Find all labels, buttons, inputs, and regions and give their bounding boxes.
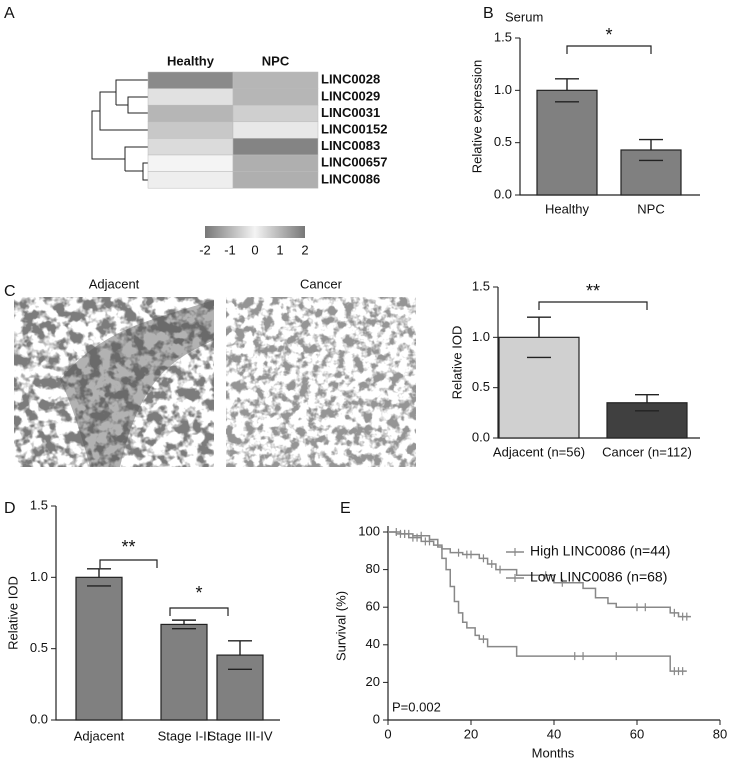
row-label: LINC0031 <box>321 105 380 120</box>
heatmap-cell <box>232 104 319 123</box>
x-tick-label: 0 <box>384 726 391 741</box>
bar <box>75 576 123 721</box>
heatmap-cell <box>147 171 234 189</box>
y-tick-label: 60 <box>366 599 380 614</box>
y-tick-label: 1.0 <box>494 82 512 97</box>
heatmap-cell <box>147 88 234 106</box>
x-tick-label: Healthy <box>545 201 590 216</box>
y-tick-label: 1.5 <box>472 278 490 293</box>
p-value: P=0.002 <box>392 699 441 714</box>
heatmap-cell <box>232 71 319 89</box>
row-label: LINC00152 <box>321 122 387 137</box>
significance-bracket <box>99 559 158 568</box>
significance-bracket <box>566 45 652 54</box>
x-tick-label: Adjacent <box>74 728 125 743</box>
image-title: Adjacent <box>89 276 140 291</box>
significance-label: * <box>195 583 202 603</box>
significance-bracket <box>169 607 229 616</box>
heatmap-cell <box>147 154 234 172</box>
tissue-image <box>14 297 214 467</box>
x-tick-label: 60 <box>630 726 644 741</box>
tissue-image <box>226 297 416 467</box>
row-label: LINC0086 <box>321 171 380 186</box>
y-tick-label: 0.5 <box>30 640 48 655</box>
row-label: LINC00657 <box>321 155 387 170</box>
colorbar-tick-label: -1 <box>224 242 236 257</box>
bar <box>216 654 264 721</box>
x-tick-label: 80 <box>713 726 727 741</box>
bar <box>536 89 598 196</box>
heatmap-cell <box>147 71 234 89</box>
panel-letter: A <box>4 5 15 22</box>
panel-letter: E <box>340 500 351 517</box>
tissue-stain <box>60 300 214 467</box>
bar <box>498 336 580 439</box>
x-tick-label: Stage III-IV <box>207 728 272 743</box>
y-tick-label: 1.5 <box>494 29 512 44</box>
column-label: NPC <box>262 53 290 68</box>
significance-label: * <box>605 25 612 45</box>
colorbar-tick-label: -2 <box>199 242 211 257</box>
survival-curve <box>388 531 687 672</box>
bar <box>620 149 682 196</box>
x-tick-label: Cancer (n=112) <box>602 444 692 459</box>
y-tick-label: 0.5 <box>472 379 490 394</box>
y-tick-label: 80 <box>366 561 380 576</box>
significance-bracket <box>538 301 648 310</box>
y-tick-label: 0.5 <box>494 134 512 149</box>
image-title: Cancer <box>300 276 343 291</box>
heatmap-cell <box>232 88 319 106</box>
heatmap-cell <box>147 138 234 156</box>
colorbar-tick-label: 0 <box>251 242 258 257</box>
y-tick-label: 100 <box>358 523 380 538</box>
x-tick-label: NPC <box>637 201 664 216</box>
x-tick-label: 40 <box>547 726 561 741</box>
colorbar-tick-label: 2 <box>301 242 308 257</box>
heatmap-cell <box>232 138 319 156</box>
y-tick-label: 0 <box>373 711 380 726</box>
significance-label: ** <box>586 281 600 301</box>
x-axis-label: Months <box>532 745 575 760</box>
heatmap-cell <box>147 121 234 139</box>
x-tick-label: Stage I-II <box>158 728 211 743</box>
y-axis-label: Survival (%) <box>333 591 348 661</box>
column-label: Healthy <box>167 53 215 68</box>
row-label: LINC0083 <box>321 138 380 153</box>
legend-label: Low LINC0086 (n=68) <box>530 569 667 585</box>
dendrogram <box>91 79 148 181</box>
y-tick-label: 20 <box>366 674 380 689</box>
significance-label: ** <box>121 537 135 557</box>
bar <box>606 402 688 439</box>
bar <box>160 623 208 721</box>
chart-title: Serum <box>505 9 543 24</box>
y-tick-label: 0.0 <box>494 186 512 201</box>
y-tick-label: 0.0 <box>472 429 490 444</box>
y-axis-label: Relative IOD <box>449 326 464 400</box>
tissue-images: Adjacent Cancer C <box>4 276 416 467</box>
row-label: LINC0029 <box>321 88 380 103</box>
panel-letter: D <box>4 500 16 517</box>
heatmap-cell <box>232 171 319 189</box>
heatmap-cell <box>232 154 319 172</box>
y-tick-label: 0.0 <box>30 711 48 726</box>
row-label: LINC0028 <box>321 72 380 87</box>
y-tick-label: 1.0 <box>30 569 48 584</box>
y-axis-label: Relative IOD <box>5 576 20 650</box>
y-tick-label: 1.5 <box>30 497 48 512</box>
panel-letter: B <box>483 5 494 22</box>
heatmap-cell <box>147 104 234 123</box>
colorbar <box>205 226 305 238</box>
y-tick-label: 1.0 <box>472 329 490 344</box>
x-tick-label: Adjacent (n=56) <box>493 444 585 459</box>
colorbar-tick-label: 1 <box>276 242 283 257</box>
legend-label: High LINC0086 (n=44) <box>530 543 670 559</box>
y-axis-label: Relative expression <box>469 60 484 173</box>
x-tick-label: 20 <box>464 726 478 741</box>
heatmap-cell <box>232 121 319 139</box>
y-tick-label: 40 <box>366 636 380 651</box>
panel-letter: C <box>4 283 16 300</box>
